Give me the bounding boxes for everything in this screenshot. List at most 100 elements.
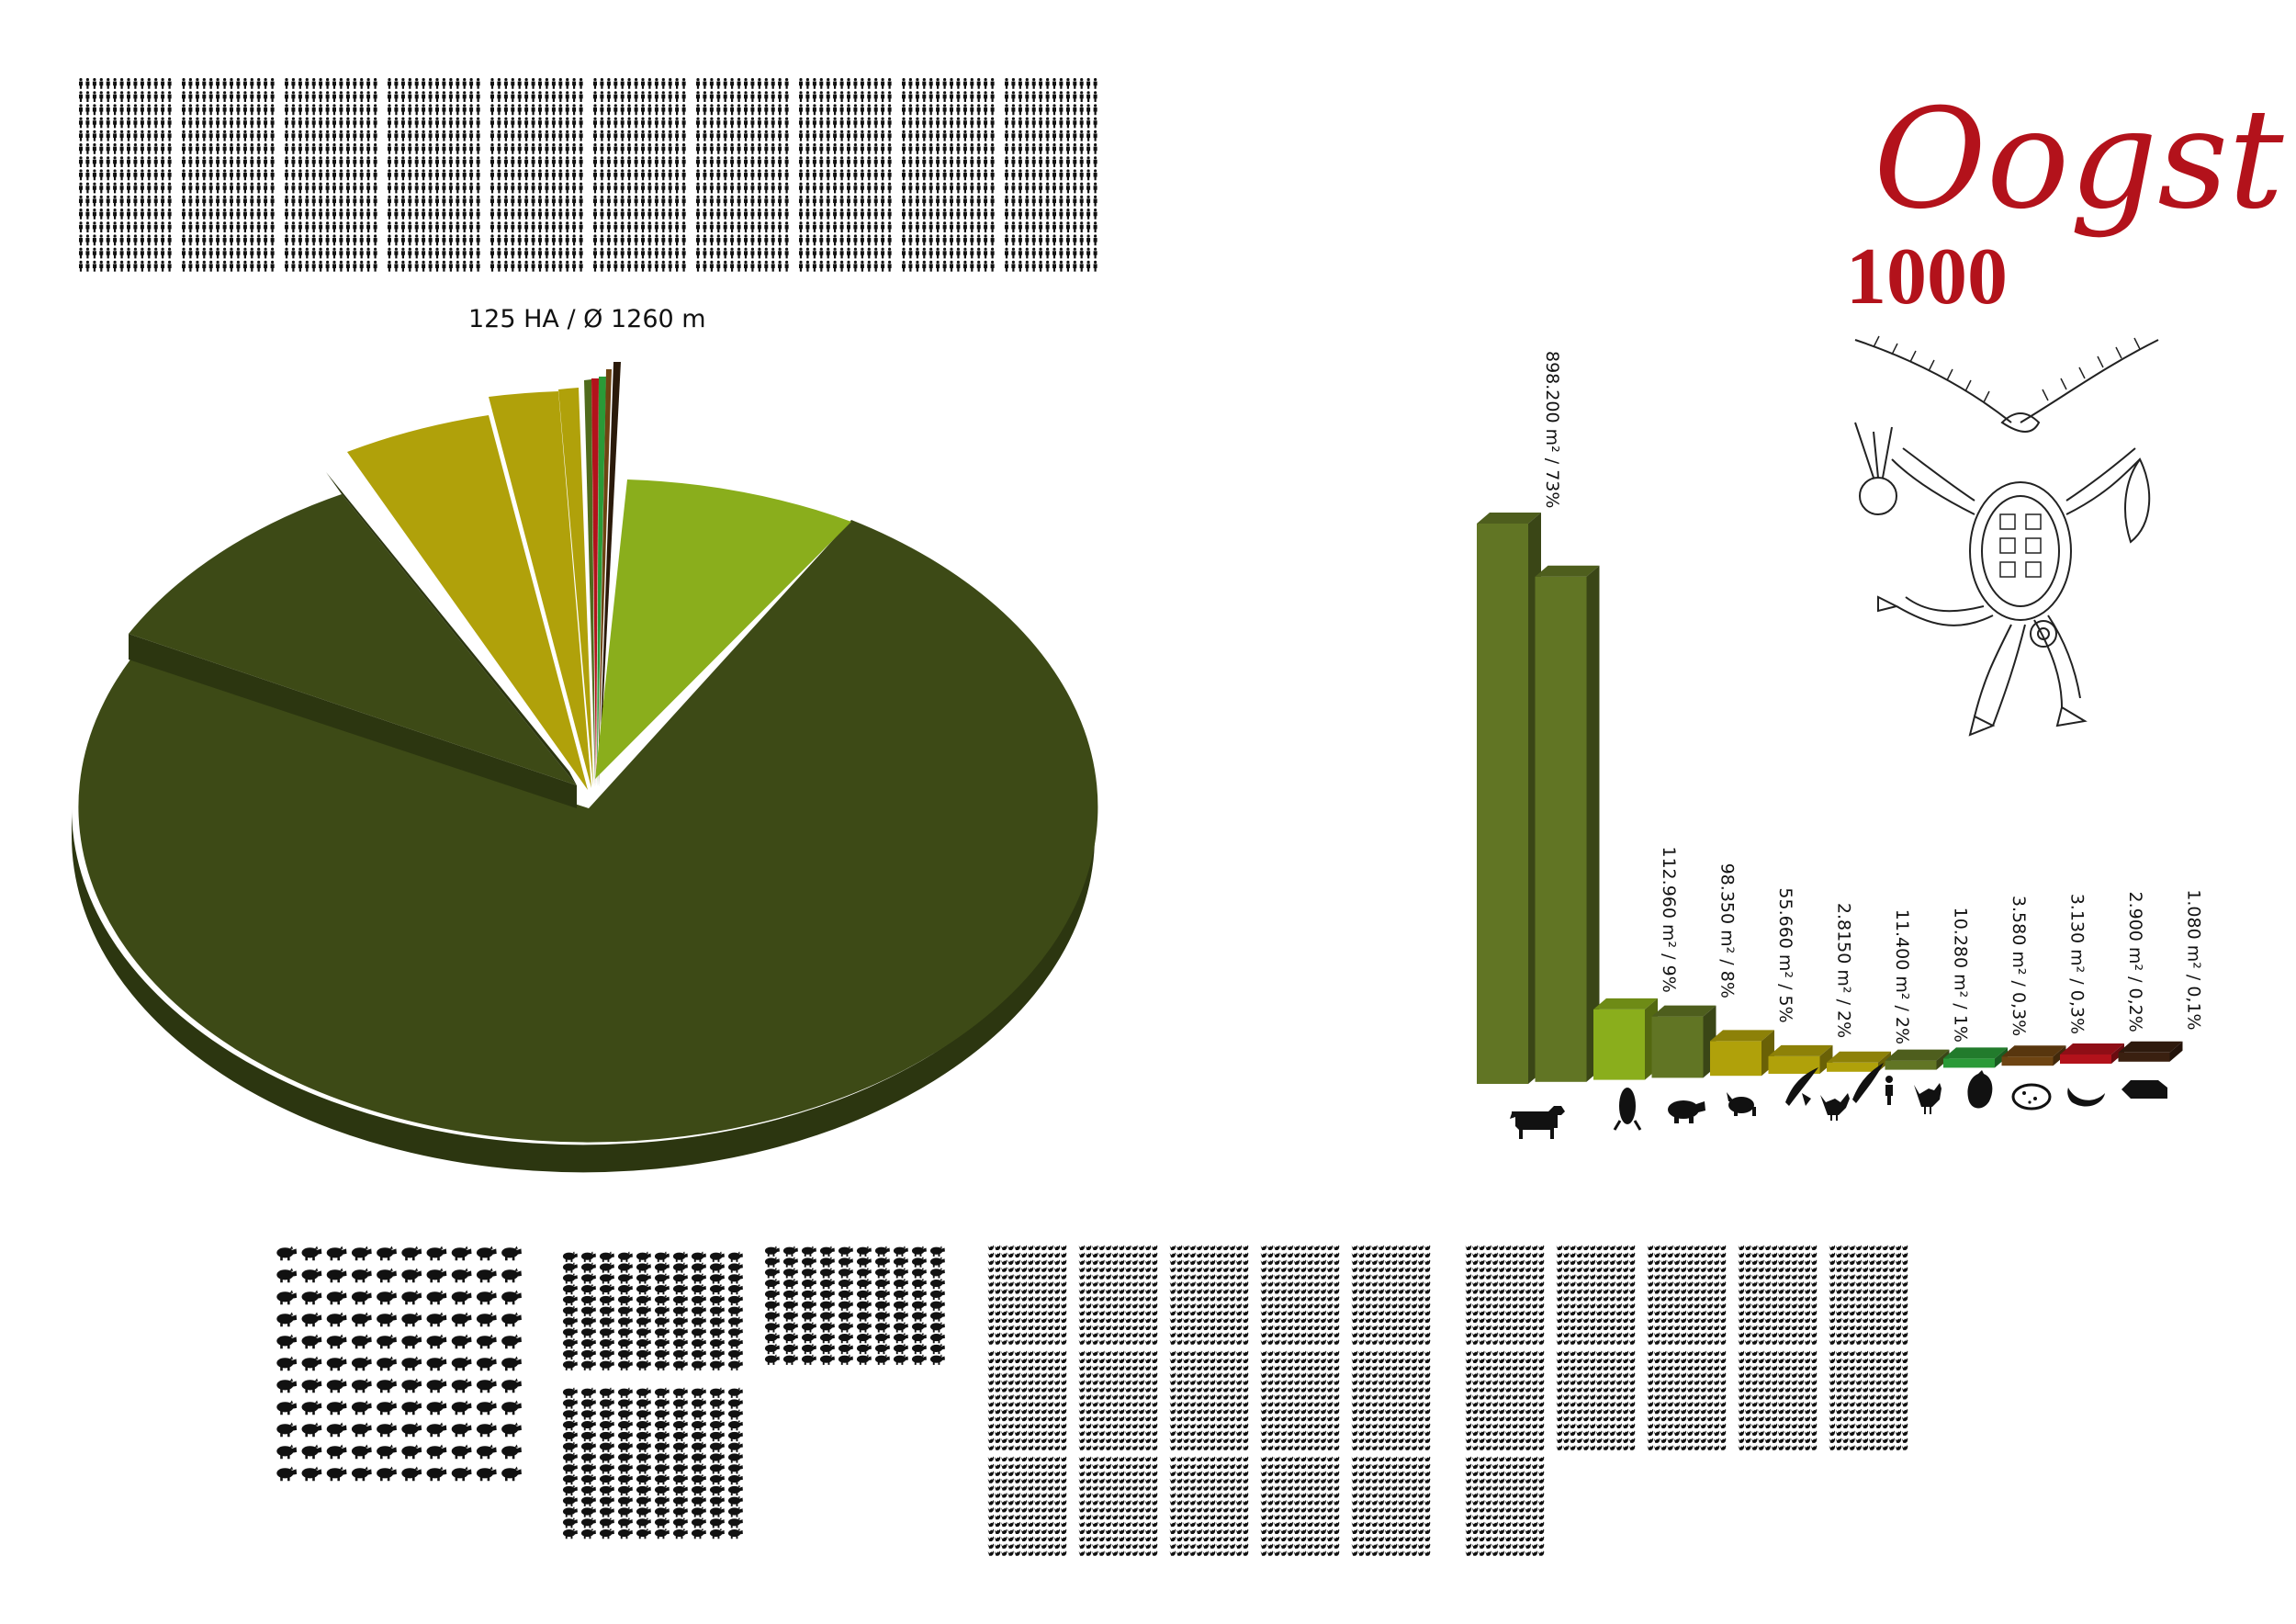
chicken-icon <box>1307 1358 1313 1363</box>
chicken-icon <box>1203 1387 1210 1393</box>
chicken-icon <box>1391 1351 1398 1357</box>
chicken-icon <box>1371 1372 1378 1378</box>
chicken-icon <box>1243 1387 1249 1393</box>
person-icon <box>127 261 130 272</box>
person-icon <box>943 196 947 207</box>
person-icon <box>477 221 480 232</box>
person-icon <box>916 78 919 89</box>
chicken-icon <box>1294 1394 1300 1400</box>
person-icon <box>600 196 603 207</box>
person-icon <box>113 261 117 272</box>
pig-icon <box>930 1279 945 1289</box>
chicken-block <box>1261 1351 1340 1450</box>
chicken-icon <box>1327 1463 1334 1469</box>
chicken-icon <box>995 1365 1001 1370</box>
pig-icon <box>636 1452 651 1462</box>
chicken-icon <box>1334 1536 1340 1541</box>
person-icon <box>1025 169 1029 180</box>
person-icon <box>908 91 912 102</box>
chicken-icon <box>1112 1246 1119 1251</box>
chicken-icon <box>1007 1339 1014 1345</box>
chicken-icon <box>1236 1457 1243 1462</box>
person-icon <box>388 221 391 232</box>
person-icon <box>641 209 645 220</box>
person-icon <box>970 156 974 167</box>
person-icon <box>813 234 816 245</box>
person-icon <box>716 169 720 180</box>
person-icon <box>85 196 89 207</box>
chicken-icon <box>1183 1515 1189 1520</box>
chicken-icon <box>1131 1416 1138 1422</box>
chicken-icon <box>1424 1296 1431 1302</box>
person-icon <box>120 196 124 207</box>
chicken-icon <box>1236 1463 1243 1469</box>
chicken-icon <box>1320 1358 1326 1363</box>
person-icon <box>127 91 130 102</box>
chicken-icon <box>1261 1394 1267 1400</box>
chicken-icon <box>1391 1372 1398 1378</box>
pig-icon <box>501 1467 522 1482</box>
person-icon <box>861 130 864 141</box>
chicken-icon <box>1145 1339 1152 1345</box>
chicken-icon <box>1385 1416 1391 1422</box>
chicken-icon <box>1014 1267 1020 1272</box>
person-icon <box>724 118 727 129</box>
chicken-icon <box>1028 1485 1034 1491</box>
pig-icon <box>501 1357 522 1371</box>
person-icon <box>250 234 253 245</box>
chicken-icon <box>1105 1424 1111 1429</box>
person-icon <box>469 91 473 102</box>
chicken-icon <box>1047 1409 1053 1415</box>
person-icon <box>113 221 117 232</box>
person-icon <box>724 156 727 167</box>
chicken-icon <box>1112 1289 1119 1294</box>
person-icon <box>107 209 110 220</box>
chicken-icon <box>1041 1536 1047 1541</box>
pig-icon <box>710 1506 725 1517</box>
person-icon <box>353 143 356 154</box>
chicken-icon <box>1300 1325 1307 1330</box>
person-icon <box>881 183 884 194</box>
pig-icon <box>563 1495 578 1506</box>
chicken-icon <box>1385 1380 1391 1385</box>
person-icon <box>93 91 96 102</box>
chicken-icon <box>1236 1325 1243 1330</box>
pig-icon <box>673 1273 688 1283</box>
person-icon <box>209 221 213 232</box>
person-icon <box>408 91 411 102</box>
pig-icon <box>563 1409 578 1419</box>
chicken-icon <box>1098 1289 1105 1294</box>
chicken-icon <box>1092 1325 1098 1330</box>
person-icon <box>922 221 926 232</box>
chicken-icon <box>1313 1507 1320 1513</box>
chicken-icon <box>1092 1351 1098 1357</box>
pig-icon <box>427 1313 447 1327</box>
person-icon <box>716 221 720 232</box>
person-icon <box>435 118 439 129</box>
chicken-icon <box>1098 1387 1105 1393</box>
person-icon <box>867 196 871 207</box>
chicken-icon <box>1145 1281 1152 1287</box>
chicken-icon <box>1280 1387 1287 1393</box>
person-icon <box>291 196 295 207</box>
person-icon <box>518 91 522 102</box>
chicken-icon <box>1131 1325 1138 1330</box>
person-icon <box>285 78 288 89</box>
chicken-icon <box>1021 1274 1028 1280</box>
chicken-icon <box>1334 1259 1340 1265</box>
chicken-icon <box>1152 1387 1158 1393</box>
chicken-icon <box>1243 1394 1249 1400</box>
chicken-icon <box>1196 1457 1202 1462</box>
chicken-icon <box>1170 1416 1176 1422</box>
chicken-icon <box>1079 1457 1086 1462</box>
chicken-icon <box>1152 1365 1158 1370</box>
chicken-icon <box>1236 1551 1243 1556</box>
chicken-icon <box>1229 1274 1235 1280</box>
chicken-icon <box>1203 1318 1210 1324</box>
person-icon <box>1080 209 1084 220</box>
person-icon <box>463 104 467 115</box>
chicken-icon <box>1028 1372 1034 1378</box>
chicken-icon <box>1216 1445 1222 1450</box>
pig-icon <box>673 1251 688 1261</box>
pig-icon <box>427 1467 447 1482</box>
